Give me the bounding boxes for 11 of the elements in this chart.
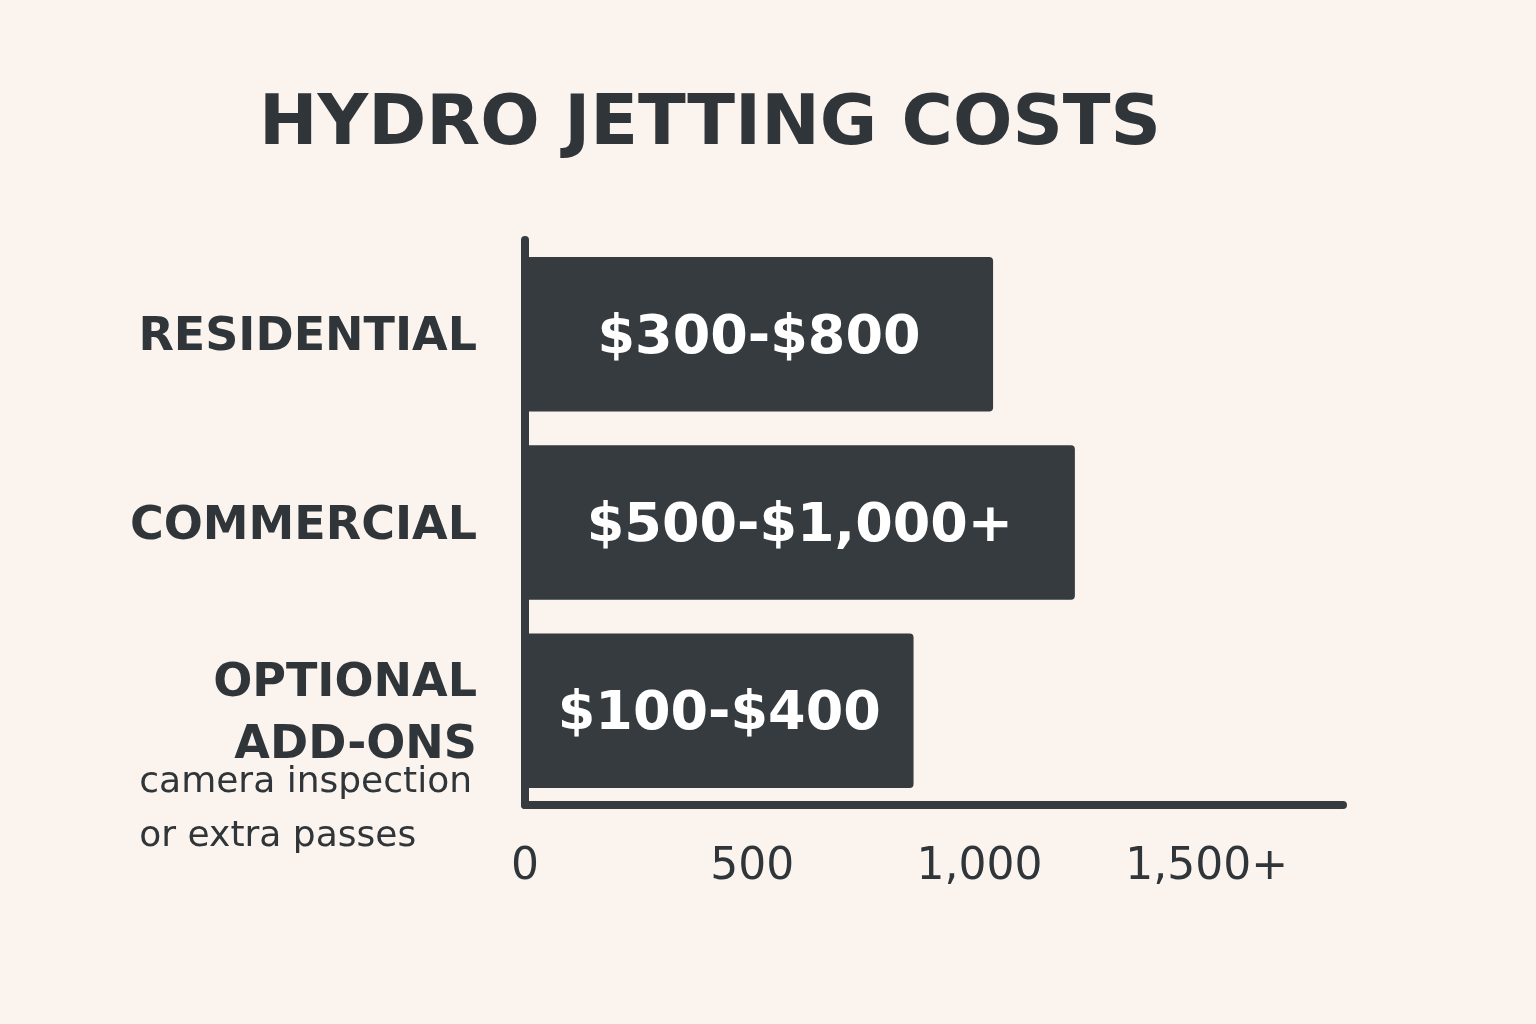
y-tick-label: COMMERCIAL — [129, 495, 477, 550]
x-tick-label: 1,000 — [916, 837, 1043, 889]
text: camera inspection or extra passes — [139, 758, 472, 854]
x-tick-label: 500 — [710, 837, 795, 889]
x-tick-label: 0 — [511, 837, 539, 889]
data-label: $100-$400 — [557, 679, 881, 743]
y-tick-label: RESIDENTIAL — [138, 307, 477, 362]
chart-title: HYDRO JETTING COSTS — [258, 79, 1162, 161]
x-tick-label: 1,500+ — [1125, 837, 1289, 889]
data-label: $500-$1,000+ — [586, 491, 1014, 554]
data-label: $300-$800 — [597, 302, 921, 366]
